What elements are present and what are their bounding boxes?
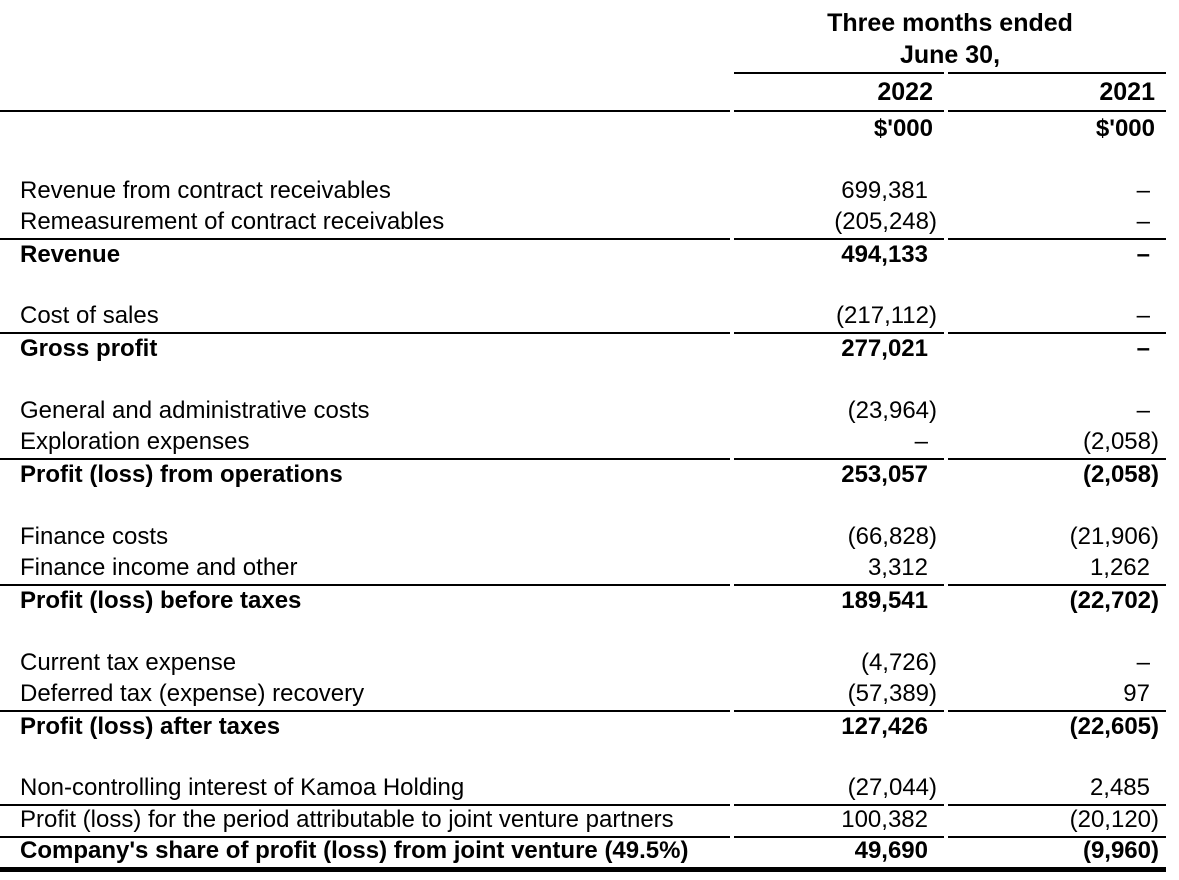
amount-2021: (21,906) xyxy=(944,521,1166,553)
row-label: Profit (loss) for the period attributabl… xyxy=(0,805,732,838)
table-row: Finance costs (66,828) (21,906) xyxy=(0,521,1166,553)
amount-2022: 277,021 xyxy=(730,333,946,365)
row-label: Gross profit xyxy=(20,334,158,362)
amount-2022: (66,828) xyxy=(730,521,946,553)
amount-2022: 100,382 xyxy=(730,805,946,838)
amount-2022: 3,312 xyxy=(730,553,946,586)
unit-label-2021: $'000 xyxy=(944,111,1166,145)
amount-2022: – xyxy=(730,427,946,460)
row-label: Non-controlling interest of Kamoa Holdin… xyxy=(0,773,732,806)
period-date-row: June 30, xyxy=(0,40,1166,73)
column-header-2021: 2021 xyxy=(944,72,1166,112)
amount-2021: 97 xyxy=(944,679,1166,712)
row-label: Finance income and other xyxy=(0,553,732,586)
table-row: Revenue from contract receivables 699,381… xyxy=(0,175,1166,207)
period-title-line2: June 30, xyxy=(730,40,1166,73)
amount-2022: (205,248) xyxy=(730,207,946,240)
amount-2021: – xyxy=(944,207,1166,240)
table-row: Current tax expense (4,726) – xyxy=(0,647,1166,679)
row-label: Profit (loss) after taxes xyxy=(20,712,281,740)
row-label: Exploration expenses xyxy=(0,427,732,460)
table-row: Finance income and other 3,312 1,262 xyxy=(0,553,1166,586)
row-label: Company's share of profit (loss) from jo… xyxy=(0,837,732,873)
period-title-line1: Three months ended xyxy=(730,6,1166,40)
row-label: Deferred tax (expense) recovery xyxy=(0,679,732,712)
row-label: Revenue from contract receivables xyxy=(20,176,391,204)
row-label: Profit (loss) before taxes xyxy=(20,586,302,614)
unit-header-row: $'000 $'000 xyxy=(0,111,1166,145)
amount-2021: (22,702) xyxy=(944,585,1166,617)
table-row: Remeasurement of contract receivables (20… xyxy=(0,207,1166,240)
table-row: Non-controlling interest of Kamoa Holdin… xyxy=(0,773,1166,806)
table-row: General and administrative costs (23,964)… xyxy=(0,395,1166,427)
table-row: Gross profit 277,021– xyxy=(0,333,1166,365)
table-row: Company's share of profit (loss) from jo… xyxy=(0,837,1166,873)
table-row: Deferred tax (expense) recovery (57,389) 9… xyxy=(0,679,1166,712)
row-label: Finance costs xyxy=(20,522,169,550)
amount-2022: (217,112) xyxy=(730,301,946,334)
amount-2021: (2,058) xyxy=(944,427,1166,460)
amount-2021: 1,262 xyxy=(944,553,1166,586)
amount-2021: – xyxy=(944,175,1166,207)
amount-2022: (4,726) xyxy=(730,647,946,679)
table-row: Profit (loss) from operations 253,057 (2,0… xyxy=(0,459,1166,491)
header-spacer-row xyxy=(0,145,1166,175)
spacer-row xyxy=(0,491,1166,521)
spacer-row xyxy=(0,271,1166,301)
amount-2022: 189,541 xyxy=(730,585,946,617)
amount-2022: (23,964) xyxy=(730,395,946,427)
amount-2022: 494,133 xyxy=(730,239,946,271)
table-row: Cost of sales (217,112) – xyxy=(0,301,1166,334)
amount-2022: (57,389) xyxy=(730,679,946,712)
amount-2022: 253,057 xyxy=(730,459,946,491)
spacer-row xyxy=(0,743,1166,773)
table-row: Profit (loss) for the period attributabl… xyxy=(0,805,1166,838)
row-label: General and administrative costs xyxy=(20,396,370,424)
financial-statement-table: Three months ended June 30, 2022 2021 $'… xyxy=(0,6,1166,873)
row-label: Remeasurement of contract receivables xyxy=(0,207,732,240)
row-label: Current tax expense xyxy=(20,648,237,676)
amount-2021: – xyxy=(944,239,1166,271)
amount-2021: (9,960) xyxy=(944,837,1166,873)
row-label: Profit (loss) from operations xyxy=(20,460,343,488)
amount-2021: – xyxy=(944,395,1166,427)
amount-2022: 127,426 xyxy=(730,711,946,743)
table-header: Three months ended June 30, 2022 2021 $'… xyxy=(0,6,1166,175)
amount-2021: (22,605) xyxy=(944,711,1166,743)
spacer-row xyxy=(0,365,1166,395)
amount-2021: – xyxy=(944,301,1166,334)
amount-2022: (27,044) xyxy=(730,773,946,806)
table-row: Profit (loss) after taxes 127,426 (22,605) xyxy=(0,711,1166,743)
table-row: Revenue 494,133– xyxy=(0,239,1166,271)
amount-2022: 699,381 xyxy=(730,175,946,207)
column-header-2022: 2022 xyxy=(730,72,946,112)
table-body: Revenue from contract receivables 699,381… xyxy=(0,175,1166,873)
table-row: Exploration expenses – (2,058) xyxy=(0,427,1166,460)
spacer-row xyxy=(0,617,1166,647)
period-title-row: Three months ended xyxy=(0,6,1166,40)
amount-2021: – xyxy=(944,647,1166,679)
amount-2021: (2,058) xyxy=(944,459,1166,491)
unit-label-2022: $'000 xyxy=(730,111,946,145)
amount-2021: (20,120) xyxy=(944,805,1166,838)
amount-2022: 49,690 xyxy=(730,837,946,873)
table-row: Profit (loss) before taxes 189,541 (22,702… xyxy=(0,585,1166,617)
row-label: Cost of sales xyxy=(0,301,732,334)
amount-2021: 2,485 xyxy=(944,773,1166,806)
year-header-row: 2022 2021 xyxy=(0,72,1166,112)
amount-2021: – xyxy=(944,333,1166,365)
row-label: Revenue xyxy=(20,240,121,268)
